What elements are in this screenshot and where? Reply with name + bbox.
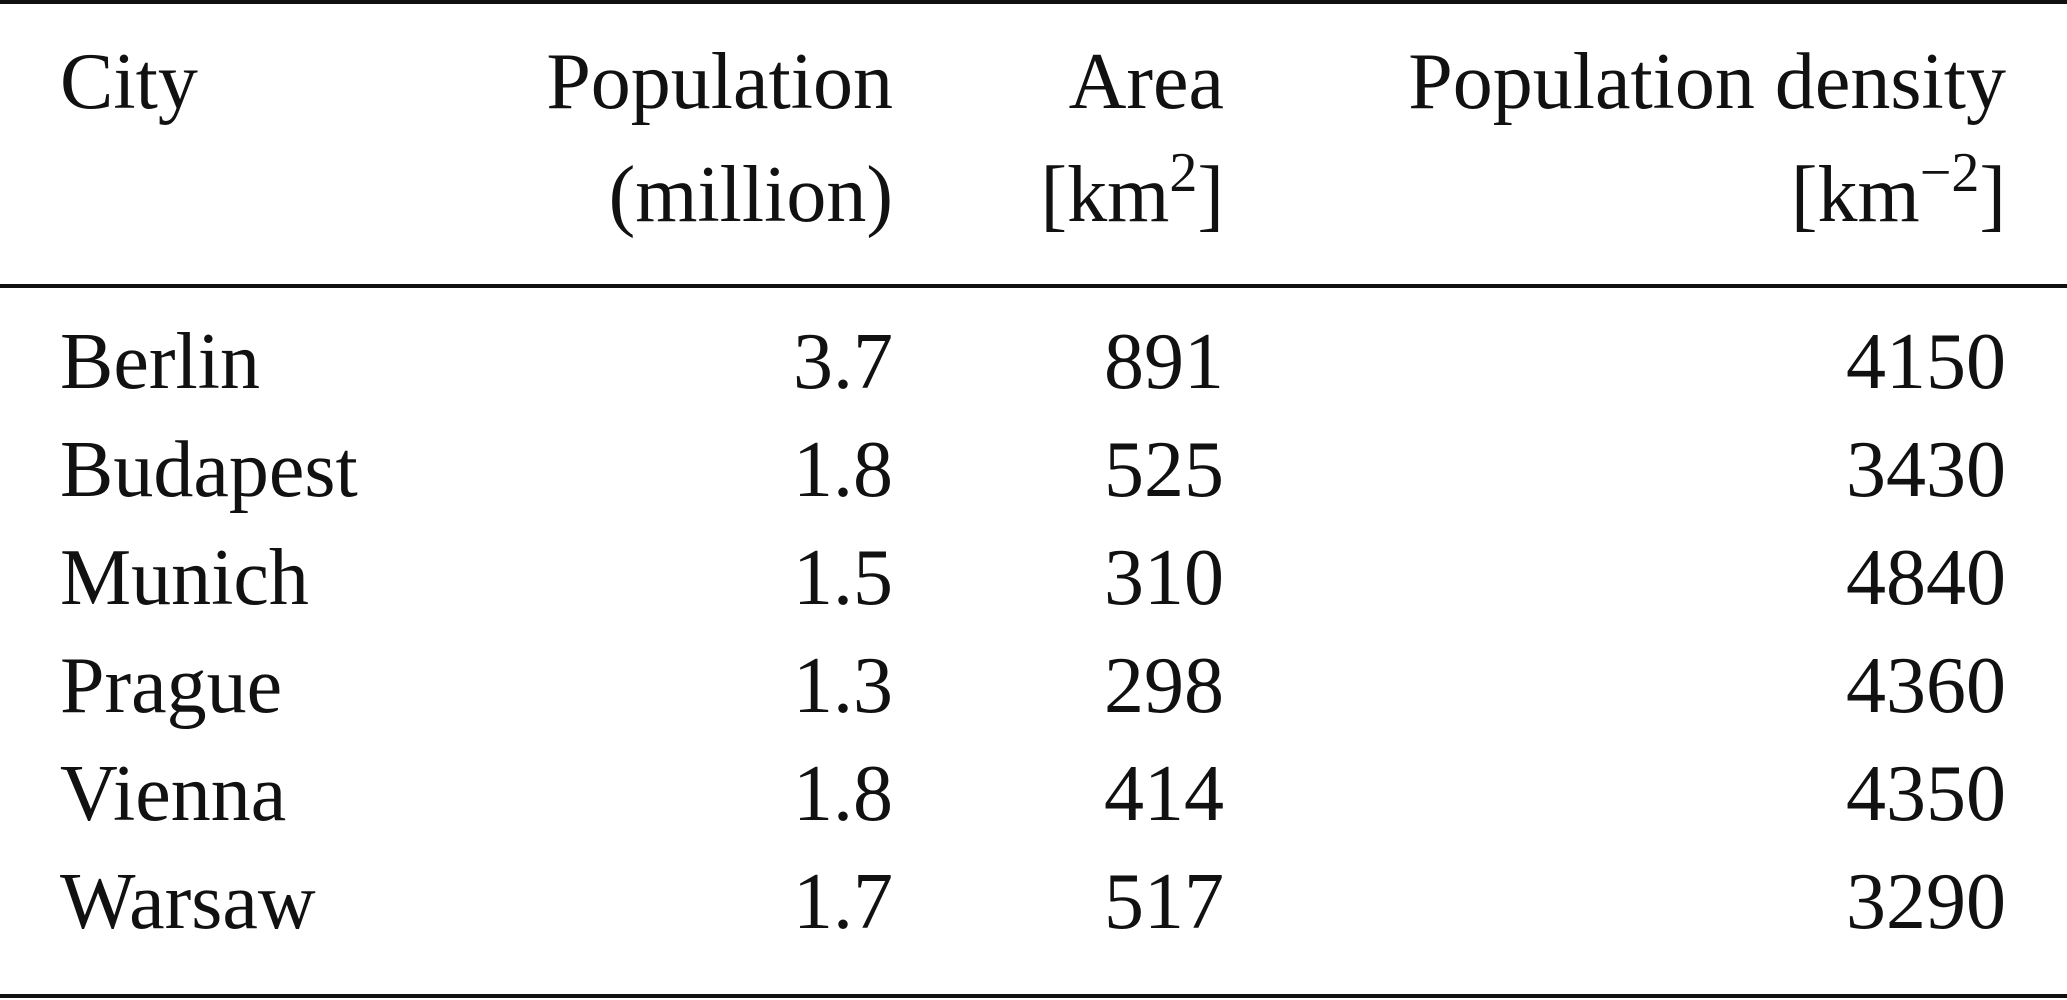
cell-density: 4840 [1846, 534, 2006, 622]
cell-density: 4150 [1846, 318, 2006, 406]
header-area-line2: [km2] [1040, 145, 1224, 235]
cell-population: 3.7 [793, 318, 893, 406]
header-area-line1: Area [1068, 38, 1224, 126]
cell-density: 4360 [1846, 642, 2006, 730]
cell-area: 891 [1104, 318, 1224, 406]
cell-city: Warsaw [60, 858, 316, 946]
bottom-rule [0, 994, 2067, 998]
header-population-line1: Population [546, 38, 893, 126]
cell-population: 1.3 [793, 642, 893, 730]
cell-area: 517 [1104, 858, 1224, 946]
cell-city: Berlin [60, 318, 260, 406]
cell-density: 4350 [1846, 750, 2006, 838]
cell-city: Munich [60, 534, 309, 622]
header-area-unit: [km [1040, 151, 1170, 239]
cell-population: 1.7 [793, 858, 893, 946]
cell-area: 525 [1104, 426, 1224, 514]
cell-population: 1.5 [793, 534, 893, 622]
cell-population: 1.8 [793, 426, 893, 514]
header-area-bracket: ] [1197, 151, 1224, 239]
cell-population: 1.8 [793, 750, 893, 838]
header-city: City [60, 38, 198, 126]
header-density-line1: Population density [1408, 38, 2006, 126]
header-population-line2: (million) [608, 151, 893, 239]
cell-city: Vienna [60, 750, 287, 838]
header-rule [0, 284, 2067, 288]
cell-area: 414 [1104, 750, 1224, 838]
cell-density: 3430 [1846, 426, 2006, 514]
header-area-exponent: 2 [1169, 142, 1198, 204]
cell-density: 3290 [1846, 858, 2006, 946]
header-density-unit: [km [1790, 151, 1920, 239]
cell-area: 298 [1104, 642, 1224, 730]
cell-area: 310 [1104, 534, 1224, 622]
header-density-bracket: ] [1979, 151, 2006, 239]
top-rule [0, 0, 2067, 4]
cell-city: Prague [60, 642, 283, 730]
header-density-line2: [km−2] [1791, 145, 2006, 235]
header-density-exponent: −2 [1919, 142, 1980, 204]
cell-city: Budapest [60, 426, 358, 514]
